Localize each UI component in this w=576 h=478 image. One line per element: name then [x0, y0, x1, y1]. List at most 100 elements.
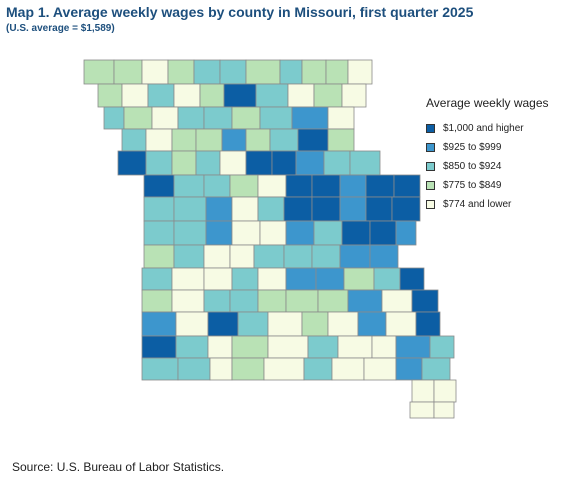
county — [237, 311, 269, 337]
county — [207, 335, 233, 359]
county — [381, 289, 413, 313]
legend-swatch — [426, 200, 435, 209]
county — [323, 150, 351, 176]
county — [311, 244, 341, 269]
county — [347, 59, 373, 85]
county — [229, 174, 259, 198]
county — [207, 311, 239, 337]
county — [301, 59, 327, 85]
county — [259, 106, 293, 130]
county — [393, 174, 421, 198]
county — [177, 357, 211, 381]
legend-swatch — [426, 143, 435, 152]
county — [219, 59, 247, 85]
county — [391, 196, 421, 222]
county — [205, 196, 233, 222]
county — [285, 289, 319, 313]
county — [349, 150, 381, 176]
county — [339, 196, 367, 222]
county — [143, 220, 175, 246]
county — [145, 128, 173, 152]
county — [167, 59, 195, 85]
county — [147, 83, 175, 108]
county — [173, 244, 205, 269]
county — [231, 220, 261, 246]
county — [339, 174, 367, 198]
county — [385, 311, 417, 337]
county — [363, 357, 397, 381]
county — [203, 267, 233, 291]
county — [141, 289, 173, 313]
county — [173, 83, 201, 108]
county — [231, 267, 259, 291]
county — [433, 401, 455, 419]
county — [371, 335, 397, 359]
county — [283, 196, 313, 222]
county — [285, 174, 313, 198]
county — [175, 335, 209, 359]
county — [395, 335, 431, 359]
county — [253, 244, 285, 269]
legend-swatch — [426, 162, 435, 171]
county — [341, 220, 371, 246]
county — [209, 357, 233, 381]
county — [303, 357, 333, 381]
county — [173, 220, 207, 246]
county — [271, 150, 297, 176]
county — [151, 106, 179, 130]
county — [257, 289, 287, 313]
county — [205, 220, 233, 246]
county — [83, 59, 115, 85]
county — [121, 83, 149, 108]
county — [283, 244, 313, 269]
county — [97, 83, 123, 108]
county — [369, 220, 397, 246]
county — [373, 267, 401, 291]
county — [285, 220, 315, 246]
county — [313, 83, 343, 108]
county — [409, 401, 435, 419]
county — [347, 289, 383, 313]
county — [285, 267, 317, 291]
legend-swatch — [426, 181, 435, 190]
county — [171, 128, 197, 152]
county — [337, 335, 373, 359]
county — [343, 267, 375, 291]
county — [203, 106, 233, 130]
legend-label: $775 to $849 — [443, 180, 502, 191]
county — [255, 83, 289, 108]
county — [297, 128, 329, 152]
county — [229, 289, 259, 313]
county — [257, 267, 287, 291]
legend-item: $1,000 and higher — [426, 119, 549, 138]
county — [193, 59, 221, 85]
county — [171, 289, 205, 313]
county — [103, 106, 125, 130]
county — [231, 106, 261, 130]
county — [117, 150, 147, 176]
county — [259, 220, 287, 246]
county — [365, 174, 395, 198]
county — [245, 150, 273, 176]
county — [203, 244, 231, 269]
county — [199, 83, 225, 108]
legend-item: $775 to $849 — [426, 176, 549, 195]
county — [219, 150, 247, 176]
county — [311, 196, 341, 222]
legend-label: $1,000 and higher — [443, 123, 524, 134]
county — [313, 220, 343, 246]
county — [123, 106, 153, 130]
county — [173, 174, 205, 198]
county — [141, 59, 169, 85]
county — [143, 174, 175, 198]
county — [369, 244, 399, 269]
county — [195, 128, 223, 152]
county — [287, 83, 315, 108]
legend-label: $850 to $924 — [443, 161, 502, 172]
county — [301, 311, 329, 337]
legend-item: $925 to $999 — [426, 138, 549, 157]
legend-label: $774 and lower — [443, 199, 512, 210]
county — [357, 311, 387, 337]
county — [257, 174, 287, 198]
legend-item: $850 to $924 — [426, 157, 549, 176]
